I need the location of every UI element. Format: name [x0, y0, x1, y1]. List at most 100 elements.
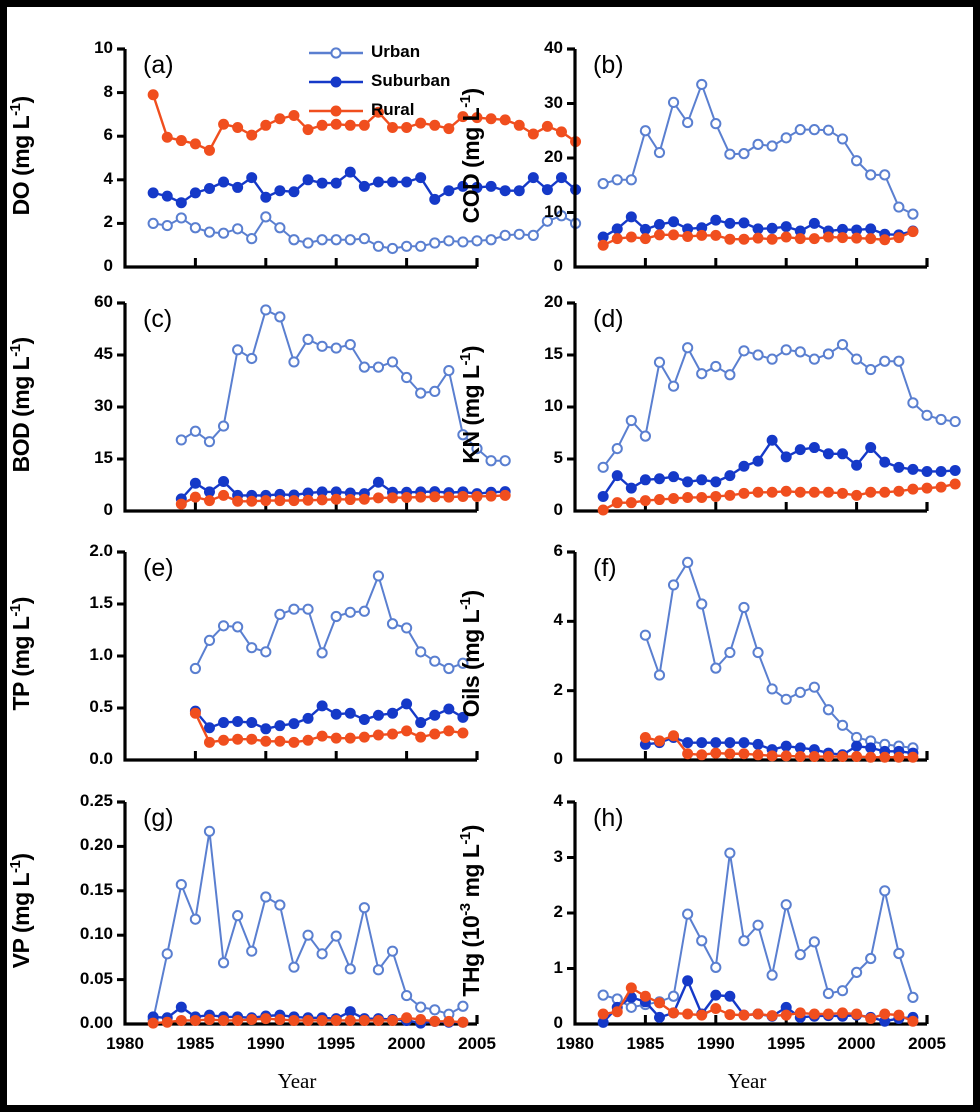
- series-suburban-panel-b: [597, 211, 919, 243]
- series-rural-panel-h: [597, 982, 919, 1027]
- data-point: [387, 728, 399, 740]
- data-point: [836, 339, 849, 351]
- data-point: [429, 709, 441, 721]
- data-point: [161, 1016, 173, 1028]
- data-point: [710, 360, 722, 373]
- data-point: [203, 144, 215, 156]
- data-point: [302, 712, 314, 724]
- data-point: [738, 148, 750, 160]
- data-point: [766, 744, 778, 756]
- legend-label-urban: Urban: [371, 42, 421, 61]
- data-point: [147, 217, 159, 229]
- data-point: [625, 211, 637, 223]
- data-point: [682, 223, 694, 235]
- panel-label-d: (d): [593, 305, 624, 333]
- data-point: [822, 124, 835, 136]
- data-point: [330, 342, 342, 354]
- data-point: [893, 355, 905, 367]
- data-point: [401, 176, 413, 188]
- panel-d-ytick-label: 10: [544, 396, 563, 415]
- data-point: [485, 180, 497, 192]
- data-point: [766, 233, 778, 245]
- data-point: [780, 231, 792, 243]
- data-point: [232, 181, 244, 193]
- panel-h-xtick-label: 2000: [837, 1034, 876, 1053]
- legend-label-rural: Rural: [371, 100, 415, 119]
- data-point: [625, 982, 637, 994]
- data-point: [653, 146, 666, 159]
- data-point: [330, 610, 342, 623]
- series-line: [152, 830, 464, 1020]
- data-point: [401, 1014, 413, 1026]
- data-point: [218, 1014, 230, 1026]
- data-point: [668, 229, 680, 241]
- data-point: [527, 229, 539, 241]
- panel-g-ytick-label: 0.05: [79, 968, 113, 988]
- data-point: [246, 129, 258, 141]
- data-point: [330, 1013, 342, 1025]
- panel-d-y-axis-title: KN (mg L-1): [457, 345, 484, 464]
- data-point: [344, 963, 356, 975]
- data-point: [752, 1008, 764, 1020]
- data-point: [358, 713, 370, 725]
- legend-marker-urban: [330, 47, 342, 59]
- panel-c-axes: [117, 301, 479, 513]
- panel-b-axes: [567, 47, 929, 269]
- data-point: [738, 460, 750, 472]
- series-suburban-panel-h: [597, 975, 919, 1028]
- data-point: [724, 737, 736, 749]
- data-point: [780, 451, 792, 463]
- data-point: [203, 1014, 215, 1026]
- series-line: [602, 439, 956, 498]
- data-point: [232, 1011, 244, 1023]
- x-axis-title-left: Year: [277, 1069, 317, 1093]
- data-point: [752, 646, 764, 659]
- data-point: [232, 716, 244, 728]
- data-point: [808, 681, 820, 693]
- data-point: [639, 996, 651, 1008]
- data-point: [752, 223, 764, 235]
- data-point: [710, 214, 722, 226]
- data-point: [203, 436, 216, 448]
- data-point: [161, 190, 173, 202]
- data-point: [218, 1011, 230, 1023]
- data-point: [865, 363, 877, 376]
- data-point: [330, 234, 342, 246]
- data-point: [893, 1009, 905, 1021]
- data-point: [710, 229, 722, 241]
- data-point: [387, 1014, 399, 1026]
- data-point: [752, 919, 764, 931]
- data-point: [246, 172, 258, 184]
- data-point: [738, 217, 750, 229]
- series-rural-panel-b: [597, 226, 919, 251]
- data-point: [752, 138, 764, 150]
- data-point: [836, 719, 849, 731]
- data-point: [429, 491, 441, 503]
- data-point: [372, 709, 384, 721]
- series-rural-panel-e: [189, 707, 469, 748]
- data-point: [372, 1013, 384, 1025]
- data-point: [288, 356, 300, 368]
- panel-f-ytick-label: 4: [553, 610, 563, 630]
- data-point: [246, 642, 258, 654]
- data-point: [401, 989, 413, 1002]
- data-point: [597, 490, 609, 502]
- data-point: [837, 749, 849, 761]
- data-point: [316, 494, 328, 506]
- data-point: [879, 751, 891, 763]
- data-point: [766, 486, 778, 498]
- data-point: [189, 707, 201, 719]
- data-point: [189, 705, 201, 717]
- data-point: [203, 736, 215, 748]
- data-point: [808, 353, 820, 365]
- legend-label-suburban: Suburban: [371, 71, 451, 90]
- data-point: [443, 1016, 455, 1028]
- panel-h-axes: [567, 800, 929, 1026]
- data-point: [837, 487, 849, 499]
- data-point: [260, 495, 272, 507]
- data-point: [316, 730, 328, 742]
- data-point: [401, 1012, 413, 1024]
- data-point: [443, 235, 455, 247]
- data-point: [443, 365, 455, 377]
- data-point: [738, 345, 750, 357]
